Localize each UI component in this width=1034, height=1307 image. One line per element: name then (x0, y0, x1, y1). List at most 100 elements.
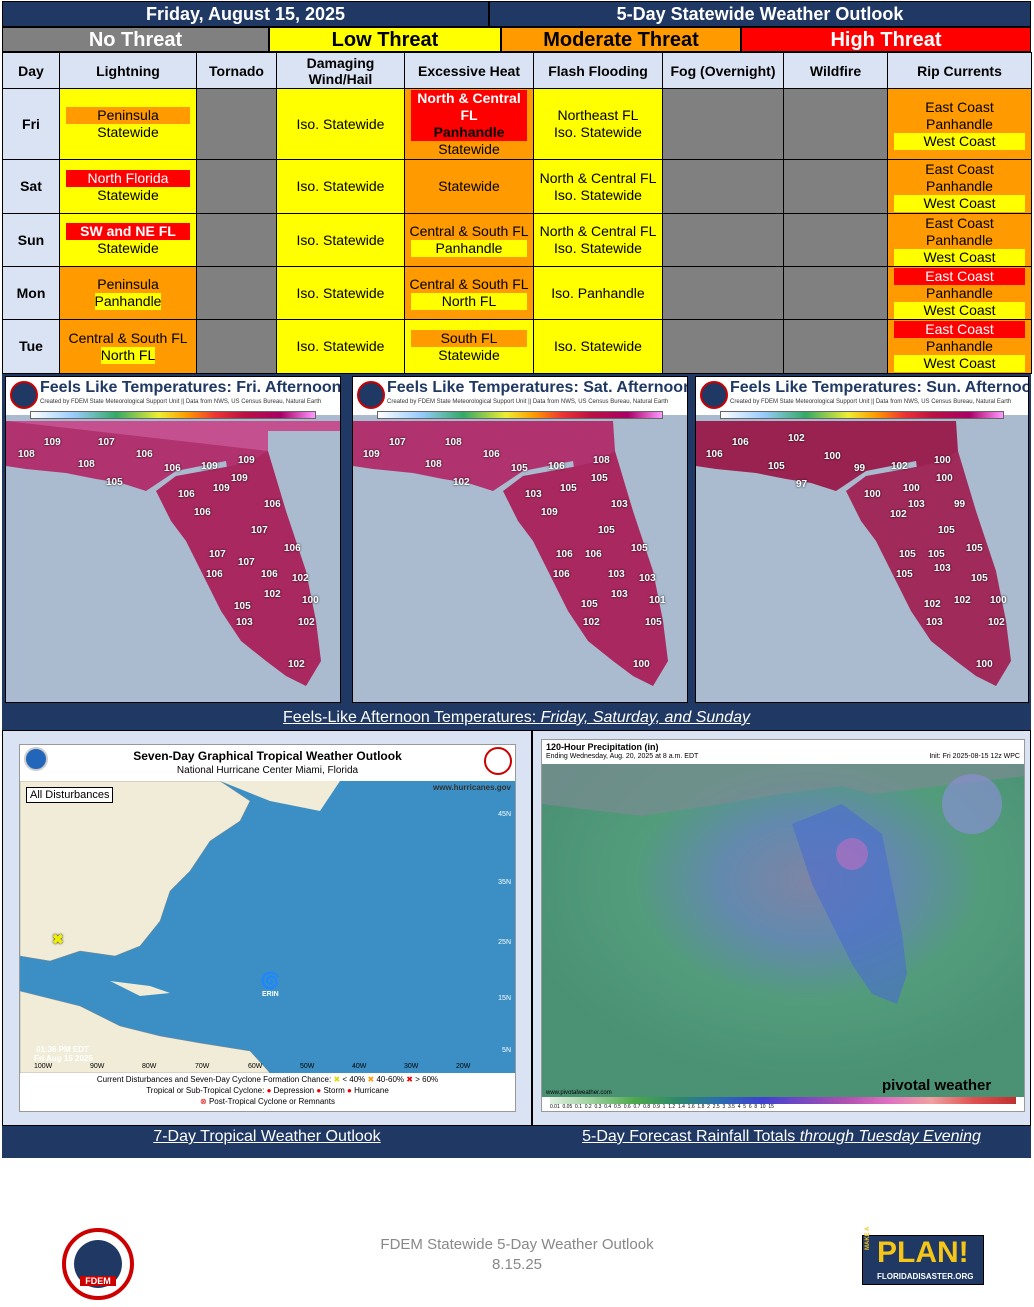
table-row: Tue Central & South FL North FL Iso. Stat… (2, 319, 1032, 374)
noaa-logo-icon (24, 747, 48, 771)
lon-label: 40W (352, 1063, 367, 1070)
flood-area: North & Central FL (539, 223, 657, 239)
rip-cell: East Coast Panhandle West Coast (887, 266, 1032, 320)
rainfall-image: 120-Hour Precipitation (in) Ending Wedne… (541, 739, 1025, 1112)
col-wind-hail: Damaging Wind/Hail (276, 52, 405, 89)
lightning-cell: Central & South FL North FL (59, 319, 197, 374)
temp-scale (720, 411, 1004, 419)
rip-cell: East Coast Panhandle West Coast (887, 213, 1032, 267)
legend-mid: 40-60% (376, 1075, 405, 1084)
lightning-moderate-area: Peninsula (66, 107, 190, 124)
precipitation-map (542, 764, 1024, 1097)
post-tropical-icon: ⊗ (200, 1097, 207, 1106)
tropical-legend-3: ⊗ Post-Tropical Cyclone or Remnants (20, 1097, 515, 1106)
fog-cell (662, 159, 784, 214)
rip-cell: East Coast Panhandle West Coast (887, 88, 1032, 160)
lightning-cell: SW and NE FL Statewide (59, 213, 197, 267)
legend-depression: Depression (273, 1086, 315, 1095)
tropical-caption: 7-Day Tropical Weather Outlook (2, 1126, 532, 1158)
issue-date: Fri Aug 15 2025 (34, 1054, 93, 1063)
storm-icon: ● (316, 1086, 322, 1095)
feels-like-map-fri: Feels Like Temperatures: Fri. Afternoon … (5, 376, 341, 703)
rip-low-area: West Coast (894, 301, 1025, 319)
day-label: Tue (2, 319, 60, 374)
col-lightning: Lightning (59, 52, 197, 89)
rip-cell: East Coast Panhandle West Coast (887, 159, 1032, 214)
plan-side-text: MAKE A (865, 1226, 871, 1250)
heat-moderate-area: Central & South FL (409, 276, 529, 292)
map-title: Feels Like Temperatures: Sat. Afternoon (387, 379, 688, 396)
col-excessive-heat: Excessive Heat (404, 52, 534, 89)
map-title: Feels Like Temperatures: Sun. Afternoon (730, 379, 1029, 396)
legend-high-threat: High Threat (741, 27, 1031, 52)
lightning-high-area: North Florida (66, 169, 190, 187)
day-label: Mon (2, 266, 60, 320)
disturbances-tab[interactable]: All Disturbances (26, 787, 114, 803)
map-title-bar: Feels Like Temperatures: Fri. Afternoon … (6, 377, 340, 415)
rip-low-area: West Coast (894, 355, 1025, 372)
col-flash-flooding: Flash Flooding (533, 52, 663, 89)
rip-area: East Coast (925, 214, 994, 231)
lon-label: 50W (300, 1063, 315, 1070)
fdem-logo-icon (10, 381, 38, 409)
tornado-cell (196, 159, 277, 214)
caption-text: Feels-Like Afternoon Temperatures: (283, 709, 541, 726)
fog-cell (662, 88, 784, 160)
feels-like-caption: Feels-Like Afternoon Temperatures: Frida… (2, 706, 1031, 730)
rip-area-2: Panhandle (926, 338, 993, 354)
rip-low-area: West Coast (894, 248, 1025, 266)
table-row: Sun SW and NE FL Statewide Iso. Statewide… (2, 213, 1032, 267)
mid-x-icon: ✖ (367, 1075, 375, 1084)
map-title-bar: Feels Like Temperatures: Sat. Afternoon … (353, 377, 687, 415)
fdem-seal-logo: FDEM (62, 1228, 134, 1300)
fog-cell (662, 319, 784, 374)
tornado-cell (196, 88, 277, 160)
lon-label: 100W (34, 1063, 53, 1070)
wildfire-cell (783, 319, 888, 374)
lightning-low-area: Panhandle (94, 293, 162, 310)
heat-high-area: North & Central FL (411, 90, 527, 124)
tornado-cell (196, 266, 277, 320)
make-a-plan-logo[interactable]: MAKE A PLAN! FLORIDADISASTER.ORG (862, 1227, 984, 1285)
wind-cell: Iso. Statewide (276, 319, 405, 374)
tornado-cell (196, 213, 277, 267)
rip-area-2: Panhandle (926, 284, 993, 301)
hurricane-legend-icon: ● (347, 1086, 352, 1095)
low-chance-x-icon: ✖ (52, 931, 64, 947)
map-title-bar: Feels Like Temperatures: Sun. Afternoon … (696, 377, 1028, 415)
florida-heat-map (6, 421, 340, 702)
rip-area-2: Panhandle (926, 178, 993, 194)
flood-cell: Northeast FL Iso. Statewide (533, 88, 663, 160)
flood-area: North & Central FL (539, 169, 657, 186)
pivotal-brand: pivotal weather (882, 1077, 992, 1094)
day-label: Sat (2, 159, 60, 214)
flood-area-2: Iso. Statewide (554, 240, 642, 256)
tropical-subtitle: National Hurricane Center Miami, Florida (176, 765, 359, 776)
heat-moderate-area: Central & South FL (409, 223, 529, 239)
legend-text: Tropical or Sub-Tropical Cyclone: (146, 1086, 265, 1095)
lon-label: 20W (456, 1063, 471, 1070)
fdem-logo-icon (700, 381, 728, 409)
feels-like-map-sat: Feels Like Temperatures: Sat. Afternoon … (352, 376, 688, 703)
lightning-low-area: Statewide (97, 186, 159, 203)
temp-scale (377, 411, 663, 419)
wind-cell: Iso. Statewide (276, 88, 405, 160)
flood-cell: Iso. Panhandle (533, 266, 663, 320)
flood-area: Northeast FL (557, 107, 639, 123)
lightning-cell: North Florida Statewide (59, 159, 197, 214)
lon-label: 90W (90, 1063, 105, 1070)
lightning-low-area: North FL (100, 346, 156, 364)
legend-moderate-threat: Moderate Threat (501, 27, 741, 52)
header-title: 5-Day Statewide Weather Outlook (489, 1, 1031, 27)
legend-text: Post-Tropical Cyclone or Remnants (208, 1097, 335, 1106)
wildfire-cell (783, 266, 888, 320)
lightning-low-area: Statewide (97, 240, 159, 256)
day-label: Fri (2, 88, 60, 160)
lon-label: 80W (142, 1063, 157, 1070)
heat-high-area-2: Panhandle (411, 124, 527, 141)
rip-area-2: Panhandle (926, 115, 993, 132)
low-x-icon: ✖ (333, 1075, 341, 1084)
wildfire-cell (783, 213, 888, 267)
plan-site: FLORIDADISASTER.ORG (877, 1272, 974, 1281)
lat-label: 25N (498, 939, 511, 946)
